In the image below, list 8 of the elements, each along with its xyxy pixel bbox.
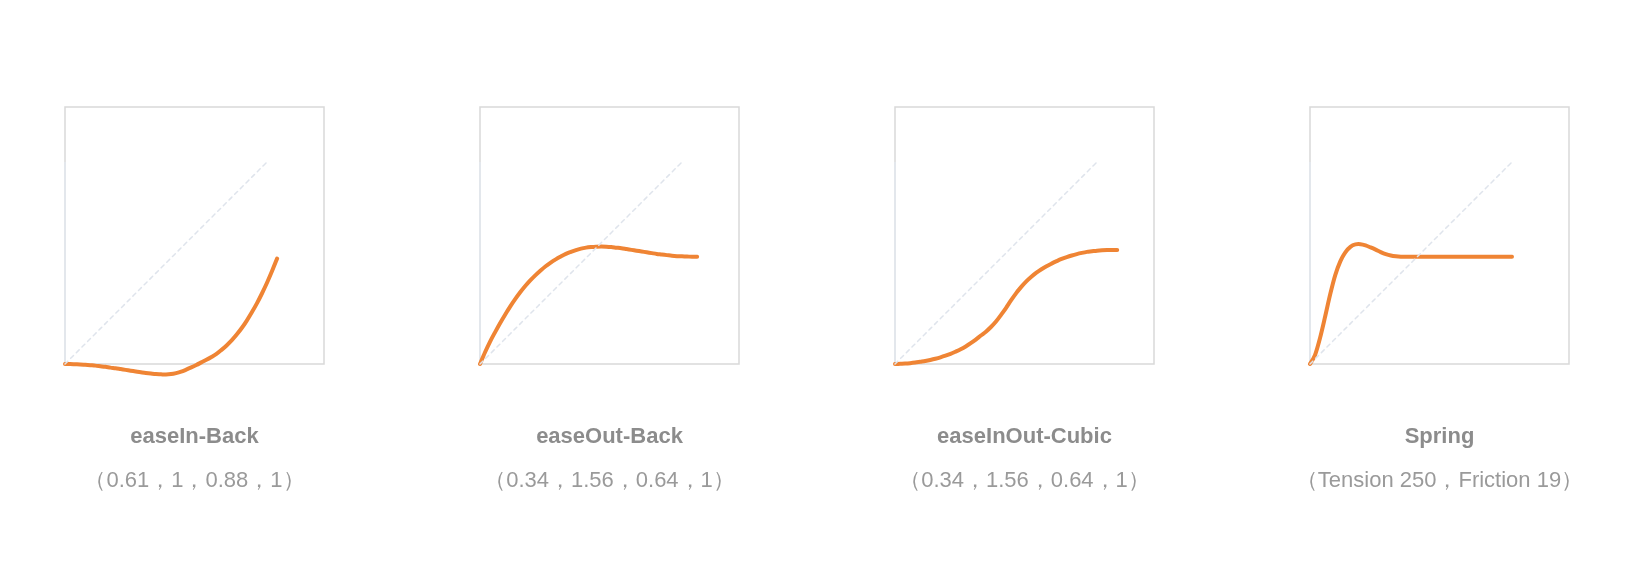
- text: Spring: [1404, 423, 1475, 448]
- text: （0.34，1.56，0.64，1）: [899, 467, 1150, 492]
- text: easeInOut-Cubic: [937, 423, 1112, 448]
- text: （0.34，1.56，0.64，1）: [484, 467, 735, 492]
- text: easeOut-Back: [536, 423, 684, 448]
- text: （Tension 250，Friction 19）: [1295, 467, 1584, 492]
- text: （0.61，1，0.88，1）: [84, 467, 305, 492]
- text: easeIn-Back: [130, 423, 260, 448]
